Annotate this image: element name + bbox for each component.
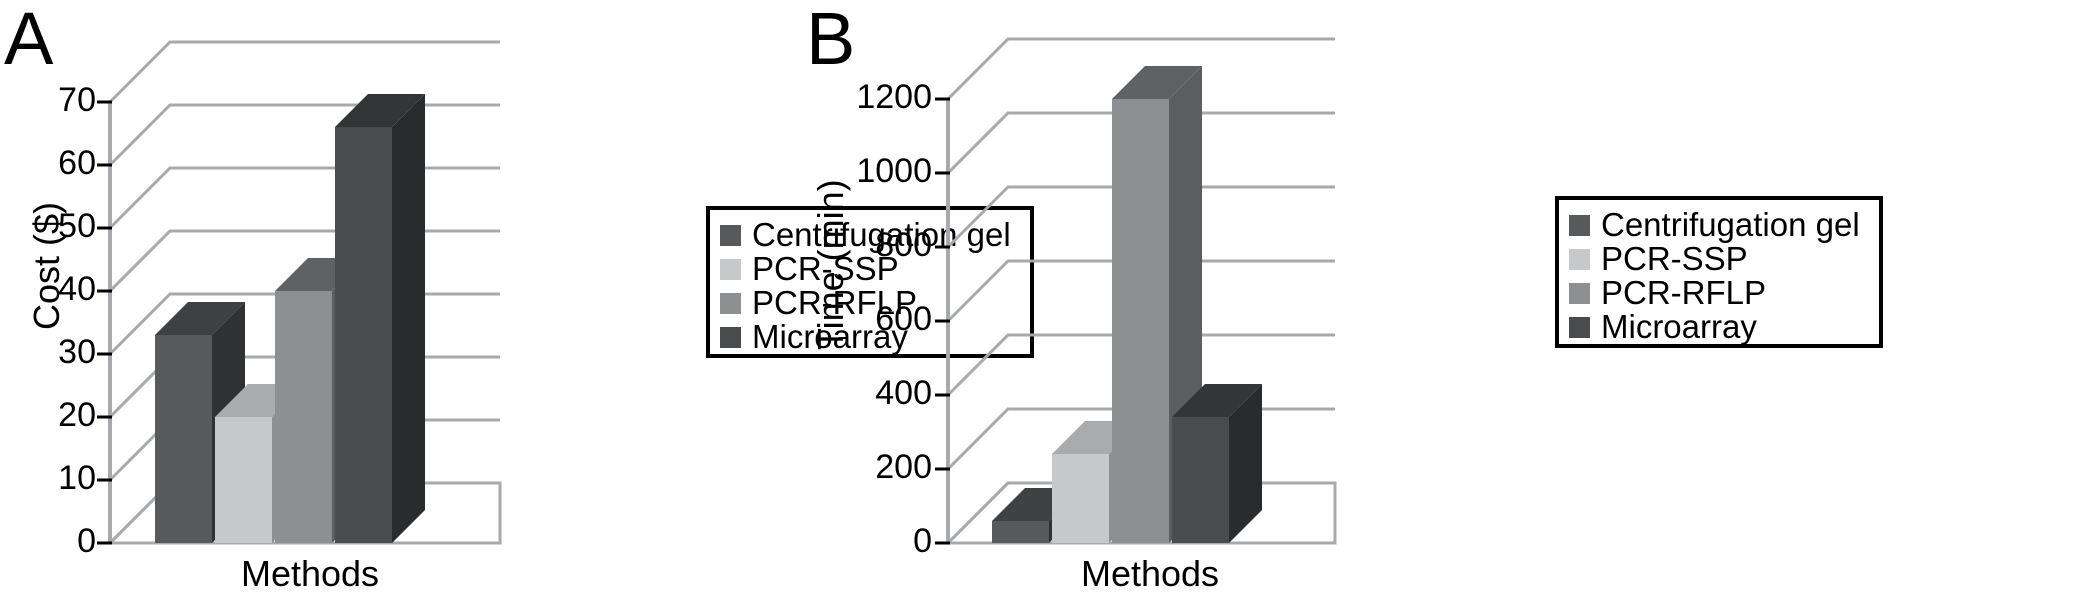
legend-swatch-centrifugation-gel xyxy=(720,224,741,246)
legend-swatch-microarray xyxy=(720,326,741,348)
panel-a-x-axis-title: Methods xyxy=(240,553,380,594)
legend-label-centrifugation-gel: Centrifugation gel xyxy=(752,216,1011,253)
legend-item-pcr-rflp[interactable]: PCR-RFLP xyxy=(720,284,1020,321)
legend-swatch-pcr-ssp xyxy=(1569,248,1590,270)
panel-b-letter: B xyxy=(806,0,856,80)
panel-a-plot xyxy=(97,40,502,545)
legend-item-microarray[interactable]: Microarray xyxy=(720,318,1020,355)
panel-b-bar-microarray xyxy=(1172,384,1262,543)
legend-swatch-centrifugation-gel xyxy=(1569,214,1590,236)
legend-label-centrifugation-gel: Centrifugation gel xyxy=(1601,206,1860,243)
panel-a-ytick-0: 0 xyxy=(77,522,96,560)
panel-a-ytick-30: 30 xyxy=(58,333,96,371)
legend-item-centrifugation-gel[interactable]: Centrifugation gel xyxy=(1569,206,1869,243)
panel-b-plot xyxy=(935,37,1337,545)
legend-item-pcr-ssp[interactable]: PCR-SSP xyxy=(1569,240,1869,277)
panel-b-ytick-200: 200 xyxy=(875,448,932,486)
legend-label-pcr-rflp: PCR-RFLP xyxy=(752,284,918,321)
panel-a-ytick-20: 20 xyxy=(58,396,96,434)
panel-b-ytick-1200: 1200 xyxy=(856,78,932,116)
panel-a-ytick-50: 50 xyxy=(58,207,96,245)
panel-a-legend[interactable]: Centrifugation gel PCR-SSP PCR-RFLP Micr… xyxy=(706,206,1034,358)
panel-b: B Time (min) 0 200 400 600 800 1000 1200 xyxy=(790,0,2100,598)
panel-b-legend[interactable]: Centrifugation gel PCR-SSP PCR-RFLP Micr… xyxy=(1555,196,1883,348)
panel-b-ytick-0: 0 xyxy=(913,522,932,560)
legend-label-pcr-rflp: PCR-RFLP xyxy=(1601,274,1767,311)
panel-a-ytick-70: 70 xyxy=(58,81,96,119)
legend-label-microarray: Microarray xyxy=(1601,308,1757,345)
panel-a-ytick-40: 40 xyxy=(58,270,96,308)
panel-a-bar-microarray xyxy=(335,94,425,543)
panel-a-ytick-60: 60 xyxy=(58,144,96,182)
legend-swatch-pcr-ssp xyxy=(720,258,741,280)
legend-swatch-microarray xyxy=(1569,316,1590,338)
legend-label-pcr-ssp: PCR-SSP xyxy=(1601,240,1748,277)
panel-b-ytick-1000: 1000 xyxy=(856,152,932,190)
legend-item-pcr-rflp[interactable]: PCR-RFLP xyxy=(1569,274,1869,311)
legend-item-pcr-ssp[interactable]: PCR-SSP xyxy=(720,250,1020,287)
panel-b-ytick-400: 400 xyxy=(875,374,932,412)
panel-b-ytick-600: 600 xyxy=(875,300,932,338)
panel-a: A Cost ($) 0 10 20 30 40 50 60 70 xyxy=(0,0,1040,598)
legend-label-pcr-ssp: PCR-SSP xyxy=(752,250,899,287)
panel-a-ytick-marks xyxy=(97,100,112,545)
legend-item-centrifugation-gel[interactable]: Centrifugation gel xyxy=(720,216,1020,253)
panel-b-ytick-marks xyxy=(935,97,950,545)
legend-swatch-pcr-rflp xyxy=(720,292,741,314)
panel-b-ytick-800: 800 xyxy=(875,226,932,264)
legend-label-microarray: Microarray xyxy=(752,318,908,355)
legend-swatch-pcr-rflp xyxy=(1569,282,1590,304)
panel-a-letter: A xyxy=(4,0,54,80)
panel-a-ytick-10: 10 xyxy=(58,459,96,497)
panel-b-x-axis-title: Methods xyxy=(1080,553,1220,594)
legend-item-microarray[interactable]: Microarray xyxy=(1569,308,1869,345)
